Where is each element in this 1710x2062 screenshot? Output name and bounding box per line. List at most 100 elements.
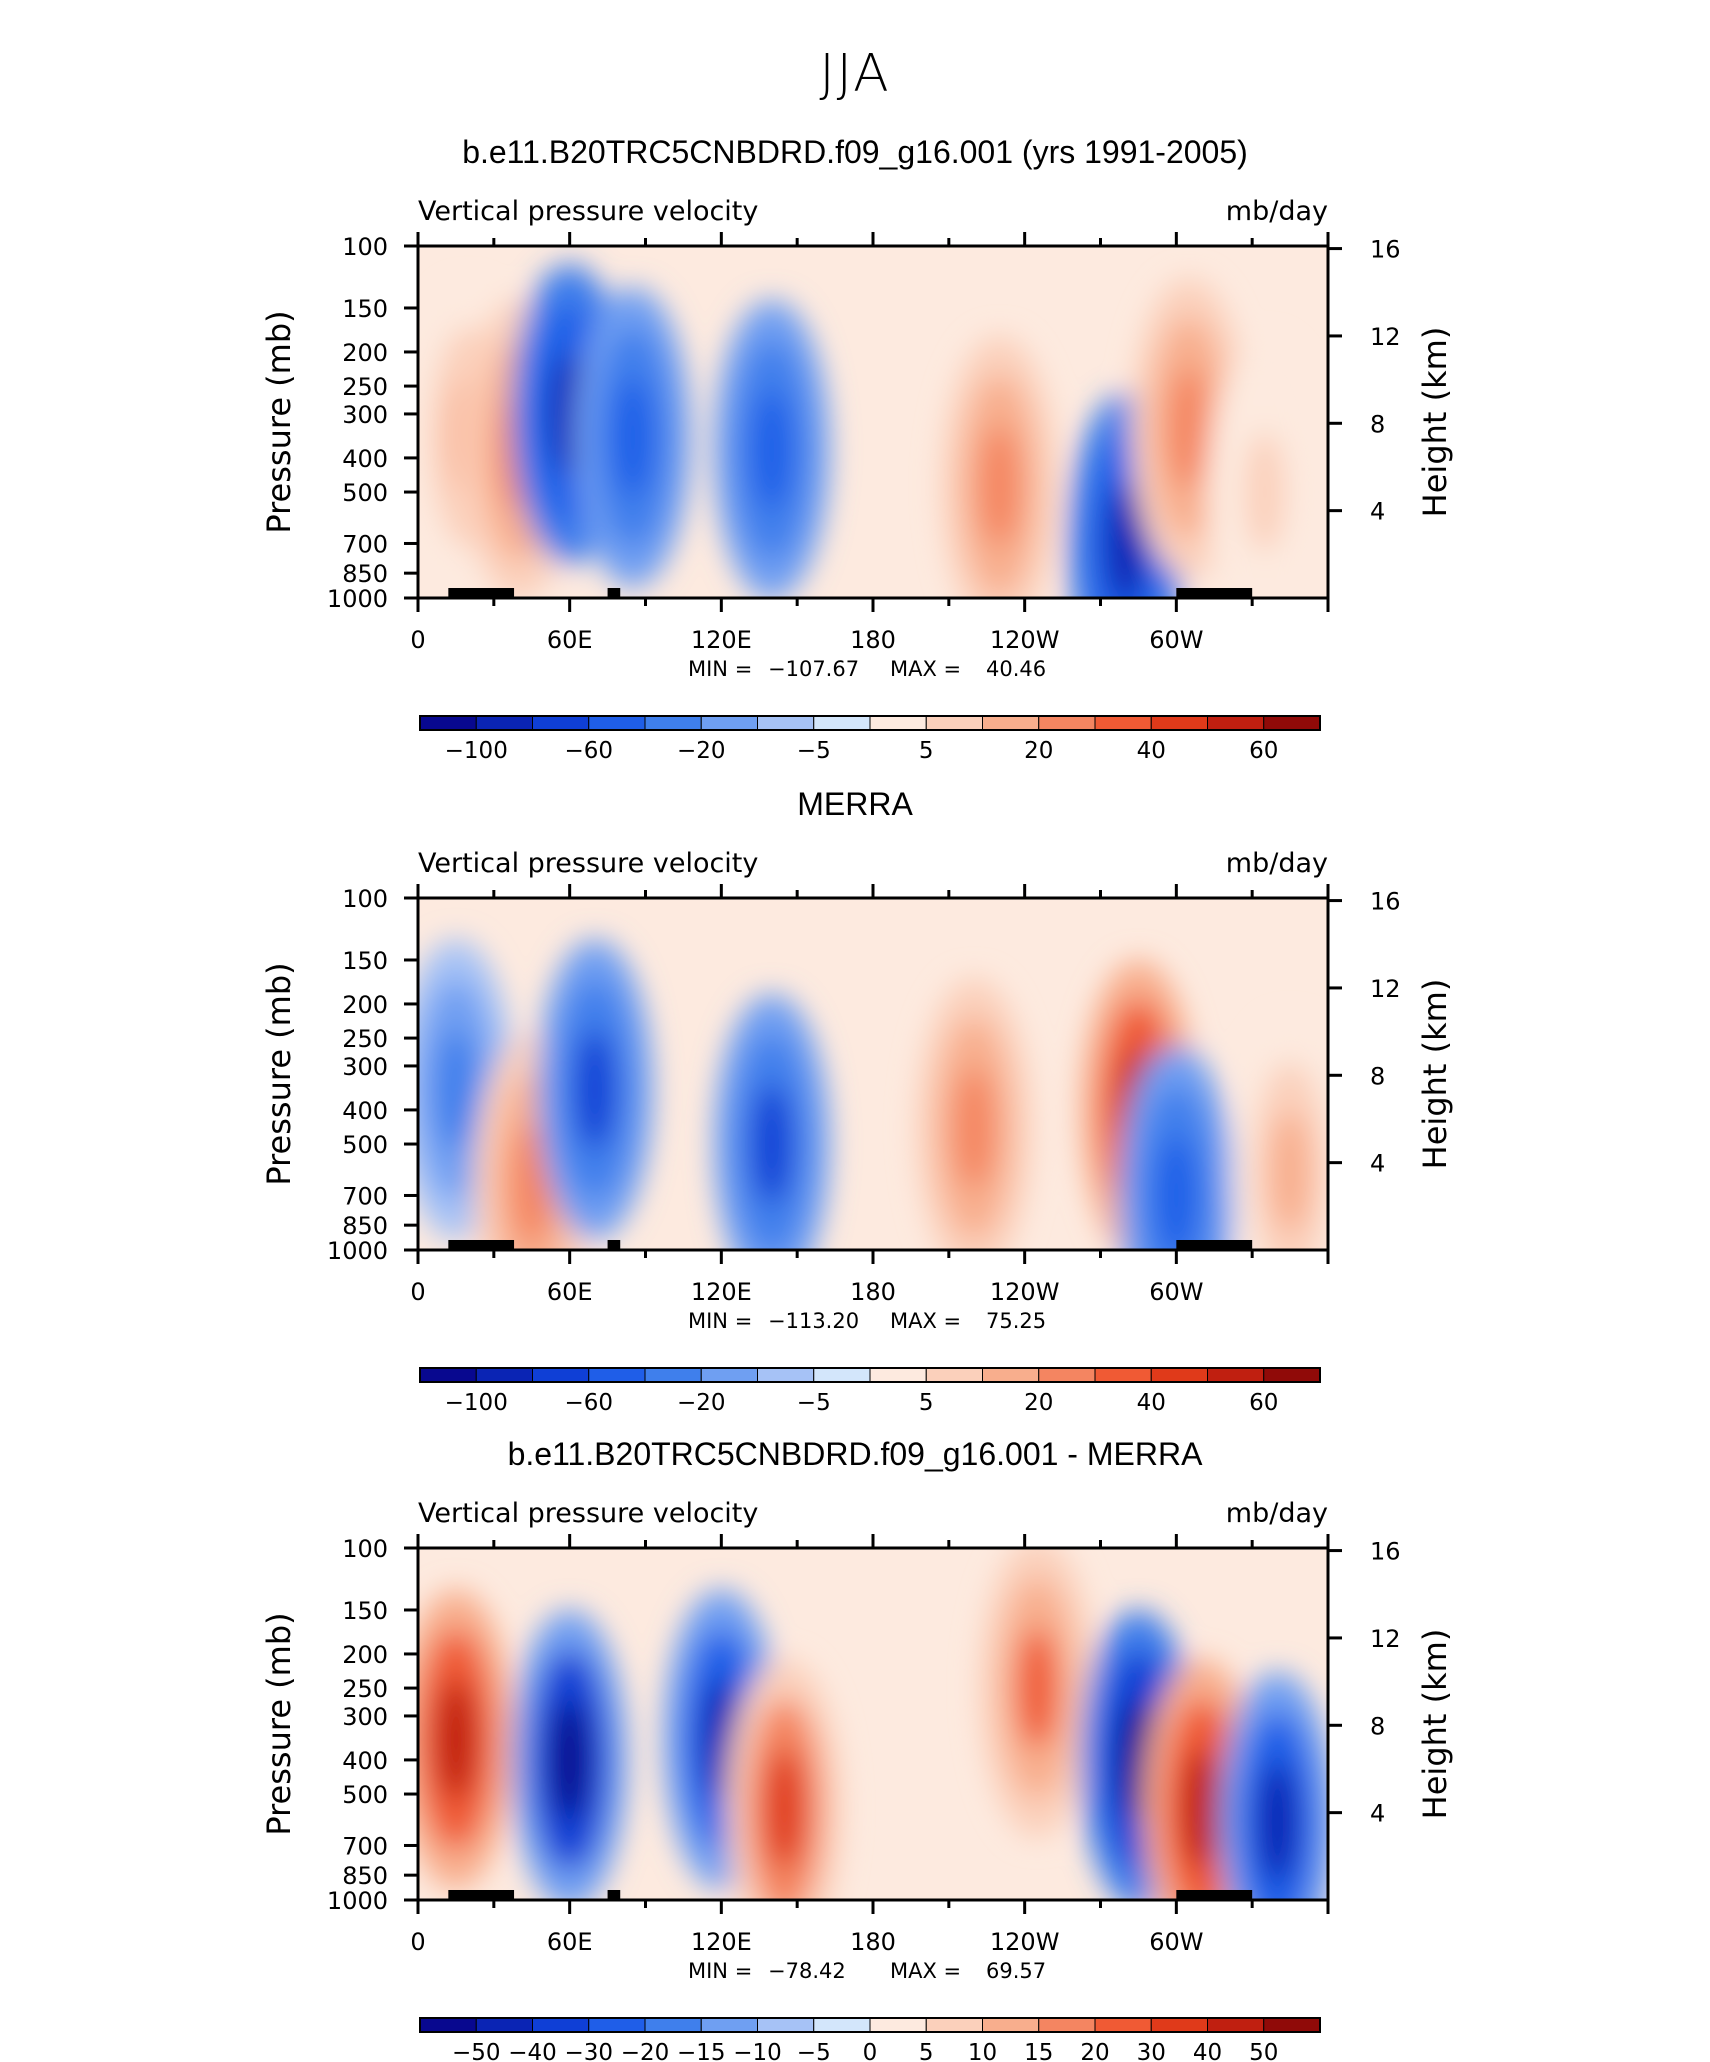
field-feature [751, 390, 792, 511]
colorbar-label: −60 [564, 1390, 613, 1416]
colorbar-swatch [1207, 715, 1265, 731]
y2-tick-label: 4 [1370, 498, 1385, 526]
colorbar-swatch [1094, 1367, 1152, 1383]
field-feature [1181, 1748, 1222, 1869]
field-feature [979, 425, 1020, 546]
x-tick-label: 120W [990, 626, 1060, 654]
x-tick-label: 60W [1149, 1928, 1203, 1956]
colorbar-frame [419, 1367, 1321, 1383]
min-value: −78.42 [768, 1959, 846, 1983]
x-tick-label: 180 [850, 1278, 896, 1306]
colorbar-label: 60 [1249, 1390, 1278, 1416]
max-label: MAX = [890, 1309, 961, 1333]
colorbar-swatch [700, 2017, 758, 2033]
field-feature [612, 377, 653, 498]
colorbar-swatch [644, 2017, 702, 2033]
y-tick-label: 300 [342, 1053, 388, 1081]
y2-tick-label: 16 [1370, 236, 1401, 264]
subtitle-left: Vertical pressure velocity [418, 1498, 758, 1529]
y-tick-label: 400 [342, 445, 388, 473]
colorbar-swatch [419, 2017, 477, 2033]
y-tick-label: 250 [342, 1675, 388, 1703]
y-tick-label: 300 [342, 1703, 388, 1731]
field-feature [435, 1029, 476, 1150]
panel-1-title: b.e11.B20TRC5CNBDRD.f09_g16.001 (yrs 199… [462, 134, 1248, 170]
colorbar-swatch [1038, 2017, 1096, 2033]
colorbar-label: −60 [564, 738, 613, 764]
colorbar-label: −10 [733, 2040, 782, 2062]
panel-1-chart: Vertical pressure velocity mb/day 0 60E 120E… [260, 196, 1454, 764]
colorbar-swatch [419, 1367, 477, 1383]
colorbar-label: −30 [564, 2040, 613, 2062]
max-value: 69.57 [986, 1959, 1046, 1983]
y-tick-label: 150 [342, 1597, 388, 1625]
y-tick-label: 850 [342, 560, 388, 588]
max-label: MAX = [890, 657, 961, 681]
topography [607, 588, 621, 598]
y-tick-label: 700 [342, 530, 388, 558]
colorbar-label: 20 [1024, 1390, 1053, 1416]
colorbar-swatch [700, 715, 758, 731]
colorbar-label: 40 [1137, 1390, 1166, 1416]
colorbar-label: −20 [677, 1390, 726, 1416]
y-tick-label: 100 [342, 1535, 388, 1563]
y2-tick-label: 8 [1370, 1062, 1385, 1090]
colorbar-swatch [1150, 2017, 1208, 2033]
y-axis-title: Pressure (mb) [260, 1612, 298, 1835]
y-tick-label: 850 [342, 1862, 388, 1890]
x-tick-label: 120E [691, 1928, 752, 1956]
colorbar-swatch [757, 1367, 815, 1383]
colorbar-swatch [925, 1367, 983, 1383]
subtitle-units: mb/day [1226, 848, 1328, 879]
y2-axis-title: Height (km) [1416, 979, 1454, 1170]
y2-tick-label: 4 [1370, 1150, 1385, 1178]
colorbar-swatch [757, 715, 815, 731]
y-axis-title: Pressure (mb) [260, 310, 298, 533]
y-tick-label: 250 [342, 373, 388, 401]
field-feature [574, 1029, 615, 1150]
max-label: MAX = [890, 1959, 961, 1983]
field-feature [751, 1084, 792, 1205]
y2-tick-label: 16 [1370, 1538, 1401, 1566]
topography [448, 1240, 515, 1250]
colorbar-swatch [475, 715, 533, 731]
panel-2-chart: Vertical pressure velocity mb/day 0 60E 120E… [260, 848, 1454, 1416]
min-label: MIN = [688, 657, 752, 681]
colorbar-label: 60 [1249, 738, 1278, 764]
y-tick-label: 200 [342, 1641, 388, 1669]
x-tick-label: 0 [410, 626, 425, 654]
field-feature [1168, 368, 1209, 489]
colorbar-swatch [1263, 1367, 1321, 1383]
colorbar-swatch [813, 1367, 871, 1383]
field-feature [1244, 432, 1285, 553]
y2-axis-title: Height (km) [1416, 327, 1454, 518]
y-tick-label: 400 [342, 1097, 388, 1125]
panel-2-title: MERRA [797, 786, 913, 822]
colorbar-label: −50 [452, 2040, 501, 2062]
colorbar-swatch [869, 715, 927, 731]
y-tick-label: 400 [342, 1747, 388, 1775]
panel-3-chart: Vertical pressure velocity mb/day 0 60E 120E… [260, 1498, 1454, 2062]
colorbar-swatch [869, 2017, 927, 2033]
min-value: −113.20 [768, 1309, 859, 1333]
colorbar-swatch [1263, 2017, 1321, 2033]
colorbar-swatch [757, 2017, 815, 2033]
subtitle-left: Vertical pressure velocity [418, 848, 758, 879]
colorbar-swatch [869, 1367, 927, 1383]
colorbar-label: 20 [1080, 2040, 1109, 2062]
field-feature [1105, 483, 1146, 598]
colorbar-label: 5 [919, 738, 934, 764]
min-value: −107.67 [768, 657, 859, 681]
y2-tick-label: 16 [1370, 888, 1401, 916]
y-tick-label: 1000 [327, 1887, 388, 1915]
colorbar-swatch [588, 2017, 646, 2033]
topography [607, 1890, 621, 1900]
x-tick-label: 60W [1149, 1278, 1203, 1306]
y-tick-label: 500 [342, 479, 388, 507]
y-tick-label: 200 [342, 339, 388, 367]
y-tick-label: 1000 [327, 585, 388, 613]
field-feature [549, 1699, 590, 1820]
field-feature [764, 1748, 805, 1869]
colorbar-swatch [1038, 1367, 1096, 1383]
